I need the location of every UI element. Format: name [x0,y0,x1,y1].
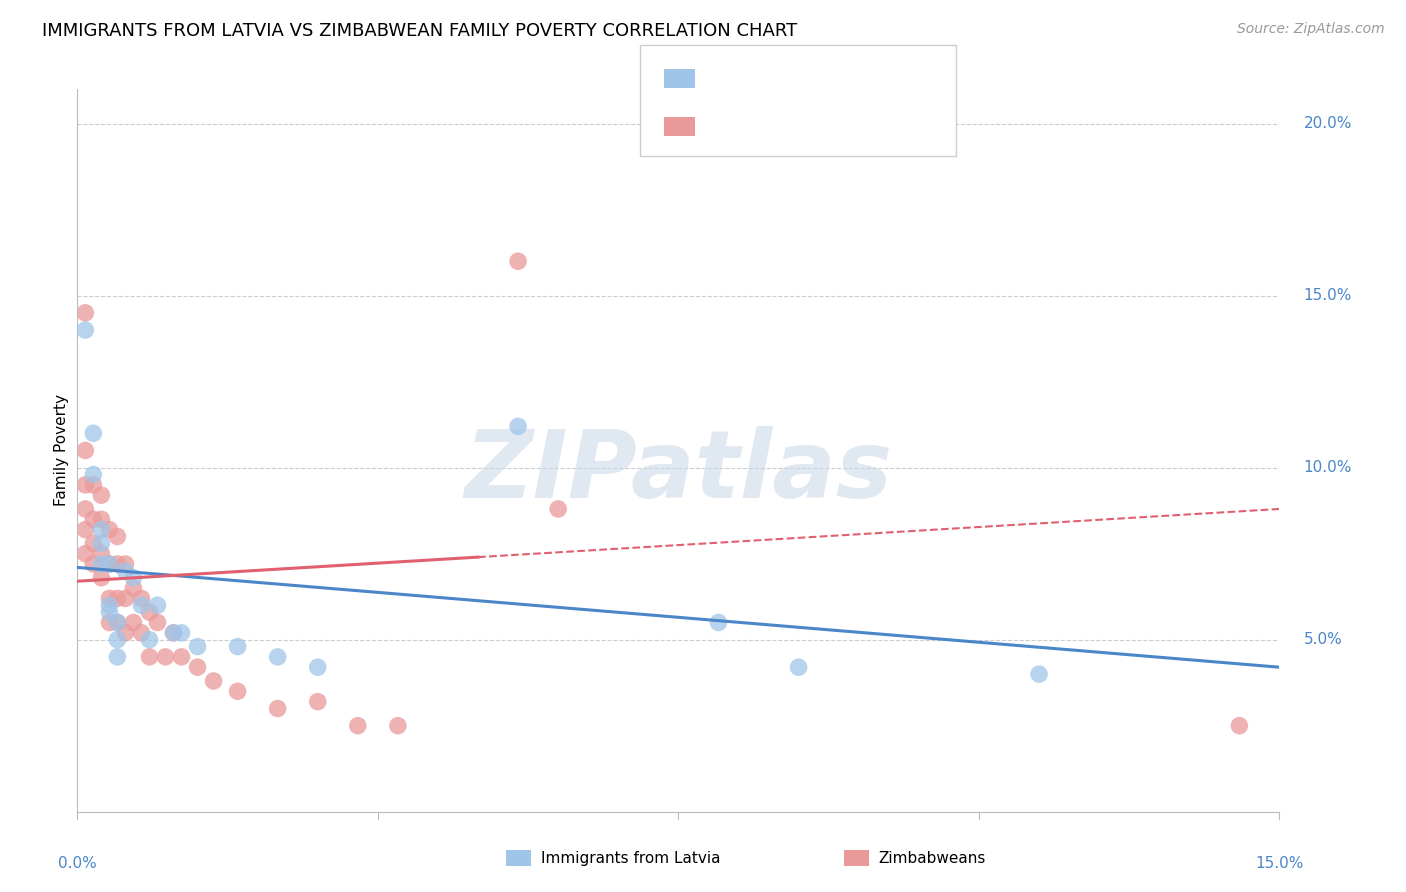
Point [75,523,97,537]
Point [186,660,209,674]
Point [131,591,153,606]
Text: ZIPatlas: ZIPatlas [464,426,893,518]
Point [75,443,97,458]
Point [1229,719,1251,733]
Point [82,426,104,441]
Point [90,547,112,561]
Text: N = 47: N = 47 [811,118,873,136]
Point [146,599,169,613]
Point [82,478,104,492]
Point [82,536,104,550]
Point [170,649,193,664]
Point [508,254,530,268]
Point [82,467,104,482]
Point [162,625,184,640]
Text: R = -0.171: R = -0.171 [706,70,811,87]
Point [131,625,153,640]
Point [107,615,129,630]
Point [307,695,329,709]
Point [98,615,121,630]
Point [98,599,121,613]
Text: R = 0.033: R = 0.033 [706,118,806,136]
Y-axis label: Family Poverty: Family Poverty [53,394,69,507]
Point [186,640,209,654]
Point [226,640,249,654]
Text: N = 27: N = 27 [811,70,873,87]
Point [267,701,290,715]
Point [508,419,530,434]
Point [90,557,112,571]
Point [90,536,112,550]
Point [155,649,177,664]
Text: 15.0%: 15.0% [1303,288,1353,303]
Text: IMMIGRANTS FROM LATVIA VS ZIMBABWEAN FAMILY POVERTY CORRELATION CHART: IMMIGRANTS FROM LATVIA VS ZIMBABWEAN FAM… [42,22,797,40]
Point [1028,667,1050,681]
Point [202,673,225,688]
Text: Source: ZipAtlas.com: Source: ZipAtlas.com [1237,22,1385,37]
Point [90,488,112,502]
Point [122,581,145,595]
Point [107,615,129,630]
Point [114,557,136,571]
Point [138,632,160,647]
Point [131,599,153,613]
Point [75,547,97,561]
Point [387,719,409,733]
Point [107,557,129,571]
Point [267,649,290,664]
Text: 10.0%: 10.0% [1303,460,1353,475]
Point [82,512,104,526]
Point [75,323,97,337]
Text: 15.0%: 15.0% [1256,856,1303,871]
Text: 20.0%: 20.0% [1303,116,1353,131]
Point [146,615,169,630]
Point [98,557,121,571]
Point [170,625,193,640]
Point [138,605,160,619]
Text: 5.0%: 5.0% [1303,632,1343,648]
Point [75,306,97,320]
Point [114,625,136,640]
Point [98,605,121,619]
Text: Immigrants from Latvia: Immigrants from Latvia [541,851,721,865]
Point [114,591,136,606]
Text: 0.0%: 0.0% [58,856,97,871]
Point [226,684,249,698]
Point [98,591,121,606]
Point [90,571,112,585]
Text: Zimbabweans: Zimbabweans [879,851,986,865]
Point [107,529,129,543]
Point [75,502,97,516]
Point [98,557,121,571]
Point [98,523,121,537]
Point [107,632,129,647]
Point [90,523,112,537]
Point [547,502,569,516]
Point [75,478,97,492]
Point [162,625,184,640]
Point [90,512,112,526]
Point [122,615,145,630]
Point [707,615,730,630]
Point [787,660,810,674]
Point [107,591,129,606]
Point [122,571,145,585]
Point [307,660,329,674]
Point [347,719,370,733]
Point [107,649,129,664]
Point [114,564,136,578]
Point [82,557,104,571]
Point [138,649,160,664]
